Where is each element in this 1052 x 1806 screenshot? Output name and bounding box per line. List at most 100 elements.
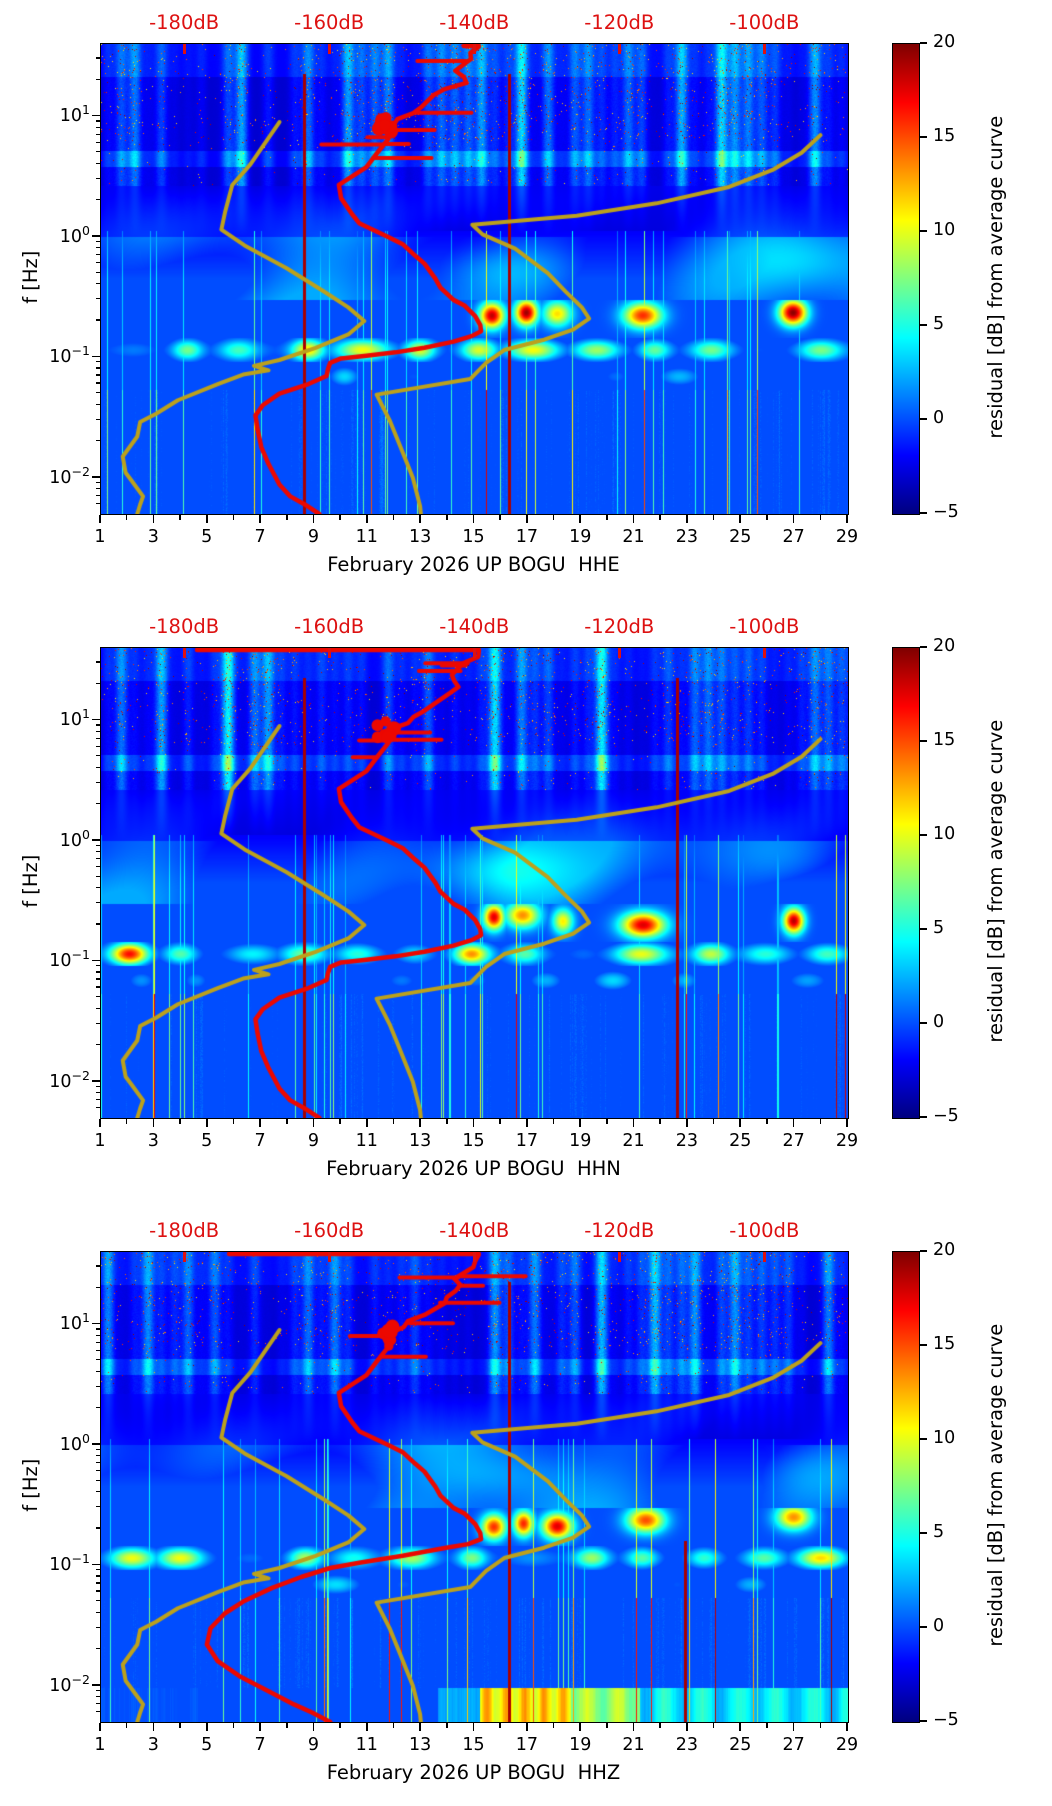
y-minor-tick <box>95 737 100 739</box>
colorbar-tick-label: 5 <box>933 1522 945 1542</box>
x-minor-tick <box>552 1723 555 1728</box>
spectrogram-heatmap-canvas-HHZ <box>101 1252 848 1722</box>
colorbar-tick <box>919 1438 927 1440</box>
x-tick-label: 1 <box>94 527 106 547</box>
x-tick-label: 25 <box>729 1131 752 1151</box>
colorbar-tick-label: 10 <box>933 220 956 240</box>
x-minor-tick <box>819 1723 822 1728</box>
x-major-tick <box>739 1119 742 1127</box>
y-major-tick <box>92 839 100 841</box>
spectrogram-heatmap-canvas-HHE <box>101 44 848 514</box>
y-minor-tick <box>95 965 100 967</box>
top-axis-red-tick <box>762 44 766 54</box>
colorbar-tick-label: 20 <box>933 1240 956 1260</box>
colorbar-tick-label: 5 <box>933 918 945 938</box>
y-minor-tick <box>95 682 100 684</box>
y-major-tick <box>92 959 100 962</box>
y-minor-tick <box>95 661 100 663</box>
y-minor-tick <box>95 1506 100 1508</box>
top-axis-db-label: -140dB <box>439 11 510 34</box>
top-axis-db-label: -100dB <box>729 11 800 34</box>
x-major-tick <box>152 1723 155 1731</box>
x-major-tick <box>419 515 421 523</box>
colorbar-tick <box>919 42 927 44</box>
top-axis-db-label: -100dB <box>729 1219 800 1242</box>
y-minor-tick <box>95 481 100 483</box>
x-tick-label: 7 <box>254 527 266 547</box>
y-minor-tick <box>95 1582 100 1584</box>
x-tick-label: 15 <box>462 1735 485 1755</box>
y-minor-tick <box>95 1341 100 1343</box>
y-minor-tick <box>95 1106 100 1109</box>
x-minor-tick <box>659 1119 662 1124</box>
y-minor-tick <box>95 1349 100 1351</box>
x-major-tick <box>579 1723 581 1731</box>
y-tick-label: 101 <box>59 706 90 731</box>
x-tick-label: 5 <box>201 1735 213 1755</box>
top-axis-red-tick <box>182 44 186 54</box>
y-minor-tick <box>95 923 100 925</box>
x-tick-label: 7 <box>254 1131 266 1151</box>
y-major-tick <box>92 235 100 237</box>
y-minor-tick <box>95 502 100 505</box>
colorbar <box>892 1251 920 1723</box>
x-tick-label: 25 <box>729 527 752 547</box>
x-tick-label: 5 <box>201 527 213 547</box>
x-major-tick <box>792 1723 795 1731</box>
y-minor-tick <box>95 1328 100 1330</box>
x-minor-tick <box>606 1723 608 1728</box>
colorbar-tick-label: 20 <box>933 32 956 52</box>
x-minor-tick <box>659 515 662 520</box>
x-minor-tick <box>339 1723 341 1728</box>
x-tick-label: 7 <box>254 1735 266 1755</box>
y-major-tick <box>92 718 100 721</box>
top-axis-db-label: -180dB <box>149 1219 220 1242</box>
x-tick-label: 17 <box>515 527 538 547</box>
x-minor-tick <box>125 1119 128 1124</box>
top-axis-red-tick <box>617 648 621 658</box>
x-major-tick <box>205 1723 208 1731</box>
colorbar-tick <box>919 1626 927 1628</box>
x-tick-label: 11 <box>355 1131 378 1151</box>
x-minor-tick <box>766 515 768 520</box>
x-minor-tick <box>179 515 181 520</box>
top-axis-red-tick <box>472 648 476 658</box>
y-minor-tick <box>95 1569 100 1571</box>
x-major-tick <box>579 515 581 523</box>
y-minor-tick <box>95 57 100 59</box>
x-major-tick <box>472 515 475 523</box>
y-major-tick <box>92 1683 100 1686</box>
y-minor-tick <box>95 850 100 853</box>
y-minor-tick <box>95 1527 100 1529</box>
x-major-tick <box>686 515 688 523</box>
y-minor-tick <box>95 755 100 757</box>
x-minor-tick <box>446 515 448 520</box>
spectrogram-heatmap-canvas-HHN <box>101 648 848 1118</box>
x-tick-label: 11 <box>355 1735 378 1755</box>
top-axis-db-label: -120dB <box>584 11 655 34</box>
colorbar-tick <box>919 1532 927 1534</box>
y-minor-tick <box>95 978 100 980</box>
x-tick-label: 13 <box>409 527 432 547</box>
x-tick-label: 23 <box>675 1735 699 1755</box>
y-tick-label: 10−1 <box>49 947 90 972</box>
x-minor-tick <box>712 1119 715 1124</box>
x-tick-label: 9 <box>307 1131 319 1151</box>
x-major-tick <box>312 1723 315 1731</box>
colorbar-tick-label: −5 <box>933 1710 959 1730</box>
colorbar-tick-label: 0 <box>933 1616 945 1636</box>
y-minor-tick <box>95 781 100 784</box>
y-tick-label: 10−1 <box>49 1551 90 1576</box>
x-tick-label: 29 <box>835 1131 859 1151</box>
colorbar-tick-label: 0 <box>933 408 945 428</box>
x-tick-label: 21 <box>622 1131 645 1151</box>
x-tick-label: 19 <box>569 1131 592 1151</box>
x-tick-label: 15 <box>462 527 485 547</box>
colorbar-tick <box>919 512 927 514</box>
y-minor-tick <box>95 1370 100 1372</box>
colorbar-tick-label: −5 <box>933 502 959 522</box>
x-major-tick <box>792 1119 795 1127</box>
y-axis-label: f [Hz] <box>18 1458 42 1512</box>
x-major-tick <box>739 515 742 523</box>
y-tick-label: 100 <box>59 826 90 851</box>
